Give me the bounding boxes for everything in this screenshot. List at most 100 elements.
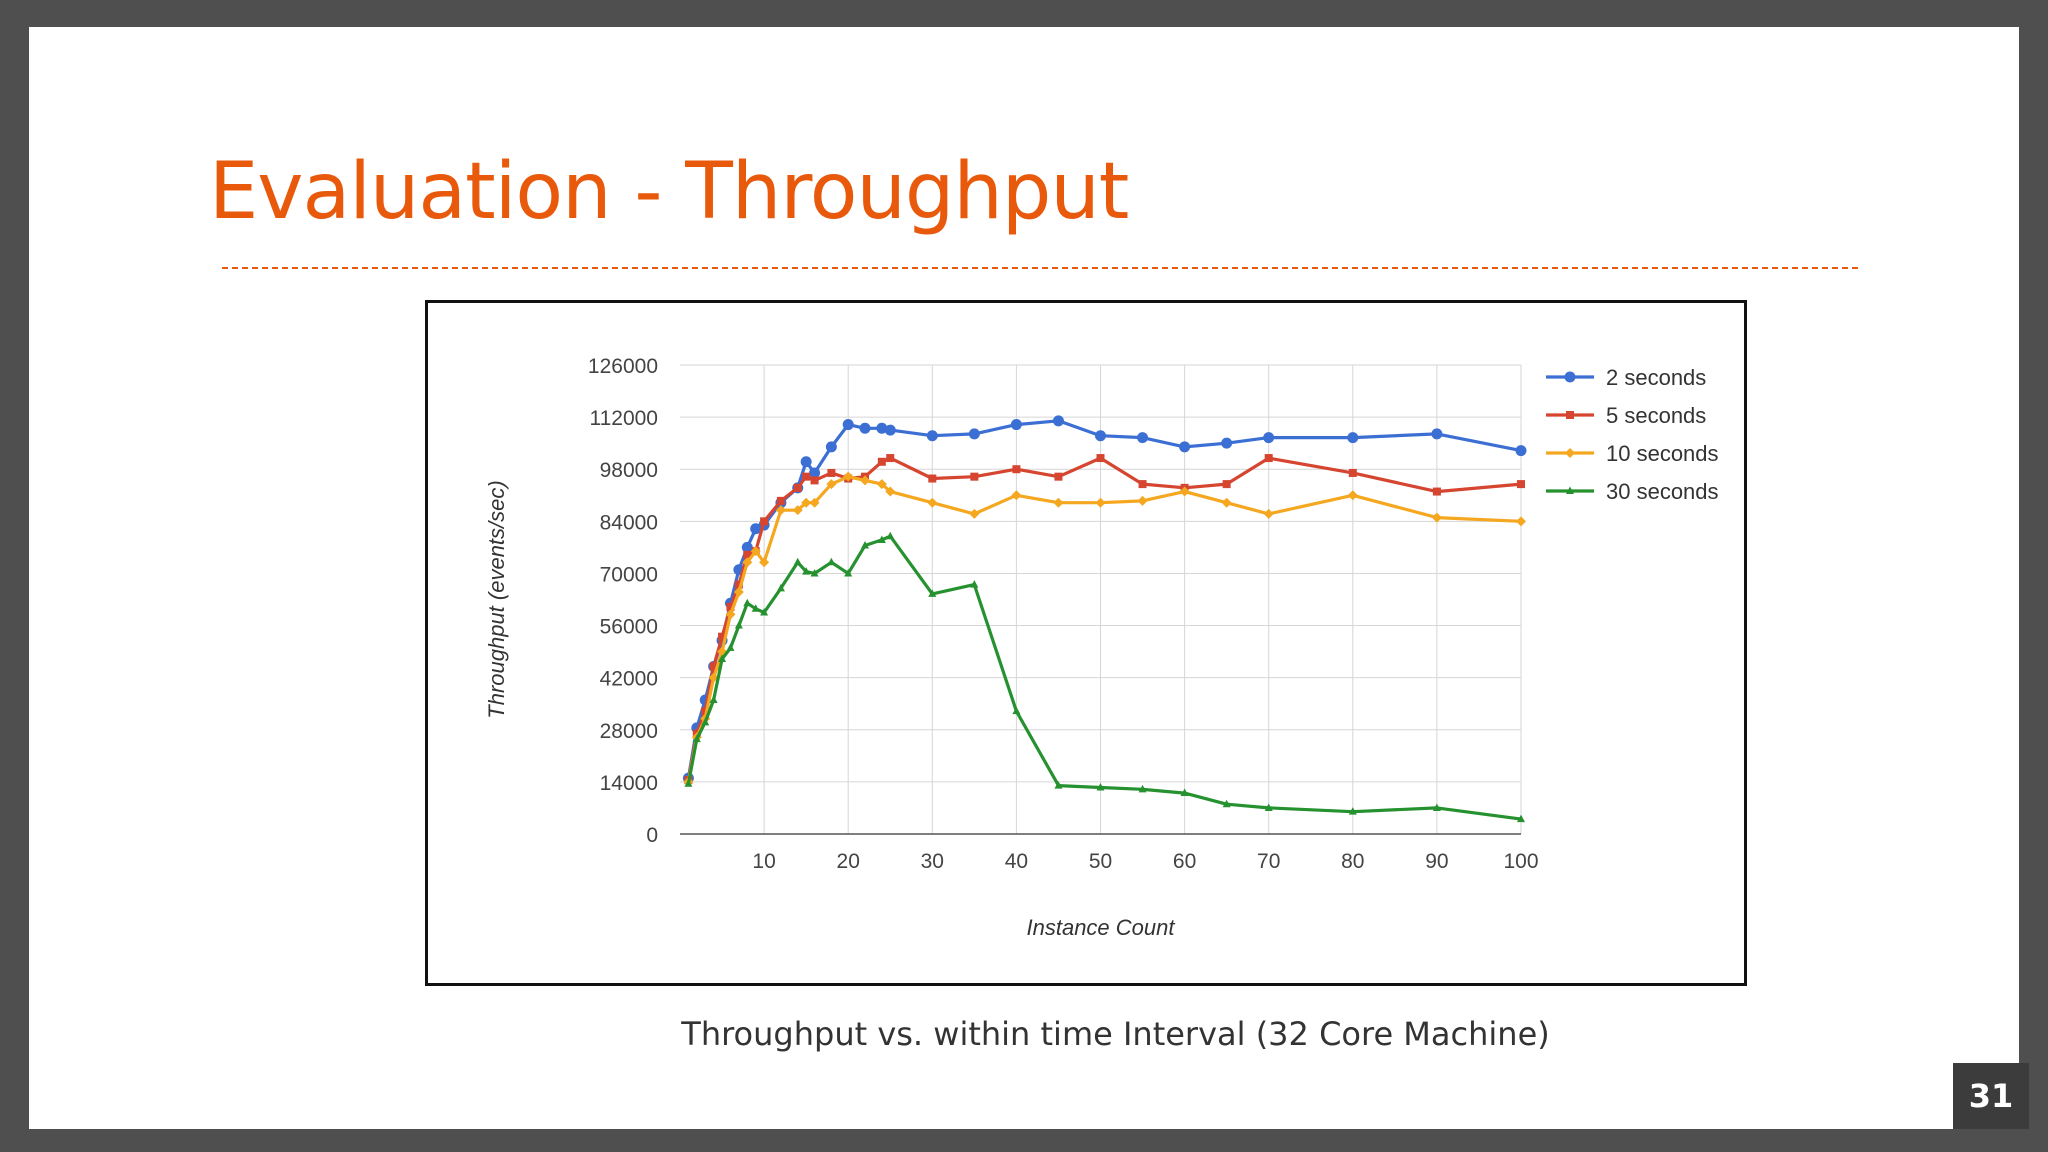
data-point: [750, 546, 761, 557]
data-point: [1054, 781, 1063, 789]
data-point: [1180, 788, 1189, 797]
data-point: [885, 486, 896, 497]
legend-label: 5 seconds: [1606, 403, 1706, 428]
data-point: [1221, 437, 1233, 449]
data-point: [709, 695, 718, 703]
chart-grid: [680, 364, 1522, 834]
x-tick-label: 90: [1425, 850, 1448, 873]
data-point: [718, 632, 727, 641]
data-point: [968, 428, 980, 440]
legend-marker: [1566, 411, 1574, 419]
data-point: [750, 523, 762, 535]
data-point: [1096, 454, 1105, 463]
data-point: [886, 531, 895, 540]
data-point: [1264, 803, 1273, 811]
x-tick-label: 20: [837, 850, 860, 873]
data-point: [776, 583, 785, 592]
data-point: [1179, 441, 1191, 453]
data-point: [692, 734, 701, 743]
data-point: [1347, 490, 1358, 501]
page-number: 31: [1953, 1063, 2029, 1129]
data-point: [1010, 419, 1022, 431]
data-point: [726, 643, 735, 651]
x-tick-label: 40: [1005, 850, 1028, 873]
data-point: [1179, 486, 1190, 497]
data-point: [741, 541, 753, 553]
title-divider: [222, 267, 1858, 269]
data-point: [1348, 468, 1357, 477]
slide-title: Evaluation - Throughput: [209, 147, 1129, 237]
data-point: [825, 441, 837, 453]
legend-marker: [1564, 371, 1576, 383]
data-point: [1096, 782, 1105, 791]
data-point: [792, 505, 803, 516]
chart-caption: Throughput vs. within time Interval (32 …: [681, 1015, 1550, 1053]
data-point: [743, 550, 752, 559]
data-point: [969, 508, 980, 519]
data-point: [843, 471, 854, 482]
y-tick-label: 126000: [588, 355, 658, 378]
data-point: [701, 717, 710, 726]
y-tick-label: 0: [646, 824, 658, 847]
data-point: [760, 608, 769, 616]
data-point: [1263, 432, 1275, 444]
data-point: [725, 609, 736, 620]
data-point: [928, 474, 937, 483]
data-point: [743, 598, 752, 607]
data-point: [1263, 508, 1274, 519]
data-point: [1054, 472, 1063, 481]
data-point: [826, 479, 837, 490]
data-point: [1515, 445, 1527, 457]
y-tick-label: 98000: [600, 459, 658, 482]
data-point: [1431, 512, 1442, 523]
data-point: [1095, 497, 1106, 508]
data-point: [810, 476, 819, 485]
data-point: [733, 587, 744, 598]
data-point: [884, 424, 896, 436]
y-tick-label: 84000: [600, 511, 658, 534]
data-point: [1011, 490, 1022, 501]
data-point: [1137, 495, 1148, 506]
data-point: [793, 483, 802, 492]
data-point: [809, 497, 820, 508]
y-tick-label: 70000: [600, 563, 658, 586]
y-axis-label: Throughput (events/sec): [484, 480, 509, 718]
legend-marker: [1565, 448, 1575, 458]
data-point: [751, 604, 760, 612]
y-tick-label: 56000: [600, 616, 658, 639]
x-tick-label: 100: [1503, 850, 1538, 873]
data-point: [1221, 497, 1232, 508]
data-point: [742, 557, 753, 568]
data-point: [1348, 807, 1357, 815]
data-point: [775, 505, 786, 516]
data-point: [1222, 480, 1231, 489]
data-point: [876, 422, 888, 434]
data-point: [844, 568, 853, 577]
data-point: [877, 535, 886, 543]
x-tick-label: 10: [752, 850, 775, 873]
legend-marker: [1566, 486, 1574, 494]
x-tick-label: 30: [921, 850, 944, 873]
data-point: [970, 472, 979, 481]
y-tick-label: 112000: [589, 407, 658, 430]
y-tick-label: 28000: [600, 720, 658, 743]
data-point: [860, 475, 871, 486]
data-point: [1095, 430, 1106, 442]
data-point: [801, 497, 812, 508]
data-point: [1052, 415, 1064, 427]
data-point: [1012, 706, 1021, 715]
data-point: [726, 602, 735, 611]
data-point: [970, 580, 979, 588]
data-point: [1138, 480, 1147, 489]
data-point: [928, 589, 937, 597]
legend-label: 2 seconds: [1606, 365, 1706, 390]
data-point: [759, 557, 770, 568]
data-point: [1138, 784, 1147, 793]
y-tick-label: 42000: [600, 668, 658, 691]
data-point: [842, 419, 854, 431]
data-point: [809, 467, 821, 479]
data-point: [827, 557, 836, 566]
data-point: [1137, 432, 1149, 444]
chart-frame: 0 14000 28000 42000 56000 70000 84000 98000 1120…: [425, 300, 1747, 986]
data-point: [1264, 454, 1273, 463]
